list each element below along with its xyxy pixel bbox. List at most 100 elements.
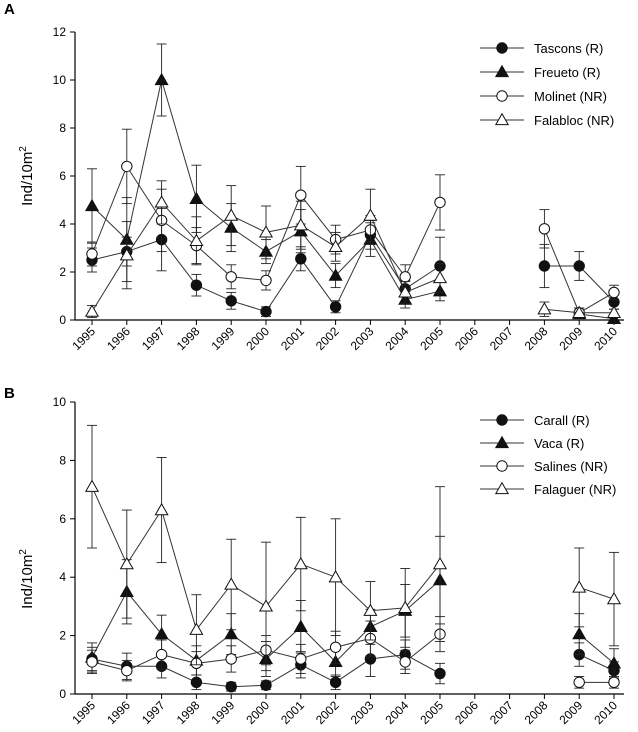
data-point xyxy=(86,656,98,668)
x-tick-label: 2006 xyxy=(452,324,481,353)
panel-label: B xyxy=(4,385,15,402)
series-segment xyxy=(300,194,336,240)
legend-item: Vaca (R) xyxy=(480,435,584,451)
data-point xyxy=(399,271,411,283)
y-tick-label: 10 xyxy=(53,73,67,87)
data-point xyxy=(432,556,448,570)
data-point xyxy=(496,90,508,102)
data-point xyxy=(573,260,585,272)
x-tick-label: 2001 xyxy=(278,698,307,727)
series-segment xyxy=(161,509,197,630)
series-segment xyxy=(91,661,127,672)
x-tick-label: 2006 xyxy=(452,698,481,727)
x-tick-label: 1999 xyxy=(209,698,238,727)
data-point xyxy=(84,198,100,212)
data-point xyxy=(154,502,169,516)
series-segment xyxy=(335,239,371,276)
data-point xyxy=(572,580,587,593)
series-falabloc-nr xyxy=(84,180,622,319)
series-segment xyxy=(265,224,301,233)
data-point xyxy=(328,239,343,252)
series-segment xyxy=(404,265,441,290)
series-segment xyxy=(370,607,406,612)
series-segment xyxy=(404,202,441,278)
legend: Carall (R) Vaca (R) Salines (NR) Falaguer (… xyxy=(480,413,616,497)
legend-label: Carall (R) xyxy=(534,413,590,428)
series-segment xyxy=(126,79,163,240)
data-point xyxy=(224,577,239,590)
series-segment xyxy=(91,254,128,312)
series-segment xyxy=(369,215,406,293)
data-point xyxy=(608,286,620,299)
x-tick-label: 2010 xyxy=(591,324,620,353)
series-segment xyxy=(300,664,336,683)
series-segment xyxy=(300,646,336,660)
x-tick-label: 1999 xyxy=(209,324,238,353)
legend-item: Molinet (NR) xyxy=(480,89,607,104)
data-point xyxy=(155,648,168,661)
data-point xyxy=(537,301,552,315)
data-point xyxy=(494,435,510,449)
data-point xyxy=(190,676,203,689)
y-tick-label: 4 xyxy=(59,570,66,584)
y-tick-label: 10 xyxy=(53,395,67,409)
data-point xyxy=(295,189,307,201)
series-segment xyxy=(231,649,267,660)
x-tick-label: 2005 xyxy=(417,698,446,727)
series-segment xyxy=(335,638,371,648)
x-tick-label: 1997 xyxy=(139,324,168,353)
data-point xyxy=(329,676,342,689)
series-segment xyxy=(265,195,302,281)
data-point xyxy=(494,481,510,495)
y-tick-label: 12 xyxy=(53,25,67,39)
x-tick-label: 1995 xyxy=(69,324,98,353)
series-freueto-r xyxy=(84,43,622,324)
series-segment xyxy=(579,313,615,320)
data-point xyxy=(189,233,204,246)
legend-label: Vaca (R) xyxy=(534,436,584,451)
series-segment xyxy=(405,290,441,301)
data-point xyxy=(260,274,272,287)
data-point xyxy=(328,268,343,281)
data-point xyxy=(398,600,413,614)
data-point xyxy=(121,664,133,677)
series-segment xyxy=(335,576,371,612)
legend-item: Carall (R) xyxy=(480,413,590,428)
data-point xyxy=(606,591,622,605)
legend-label: Molinet (NR) xyxy=(534,89,607,104)
data-point xyxy=(84,479,100,492)
x-tick-label: 2009 xyxy=(557,324,586,353)
legend-item: Falaguer (NR) xyxy=(480,481,616,497)
y-tick-label: 2 xyxy=(59,265,66,279)
x-tick-label: 2003 xyxy=(348,698,377,727)
legend-label: Falabloc (NR) xyxy=(534,113,614,128)
series-segment xyxy=(335,229,371,241)
legend-label: Salines (NR) xyxy=(534,459,608,474)
data-point xyxy=(572,305,587,318)
series-segment xyxy=(335,658,371,683)
data-point xyxy=(260,679,272,691)
series-segment xyxy=(370,638,406,663)
y-tick-label: 4 xyxy=(59,217,66,231)
series-segment xyxy=(543,228,580,313)
data-point xyxy=(189,622,204,635)
x-tick-label: 1996 xyxy=(104,698,133,727)
series-segment xyxy=(91,166,128,255)
x-tick-label: 1996 xyxy=(104,324,133,353)
series-segment xyxy=(370,654,406,660)
data-point xyxy=(225,681,237,693)
x-tick-label: 2007 xyxy=(487,698,516,727)
data-point xyxy=(328,569,343,583)
x-tick-label: 2009 xyxy=(557,698,586,727)
data-point xyxy=(293,619,308,632)
data-point xyxy=(494,112,510,126)
series-segment xyxy=(196,284,232,302)
series-segment xyxy=(231,684,267,688)
legend: Tascons (R) Freueto (R) Molinet (NR) Falabl… xyxy=(480,41,614,128)
series-segment xyxy=(404,633,441,663)
data-point xyxy=(538,223,551,235)
data-point xyxy=(154,72,169,86)
data-point xyxy=(398,285,413,298)
x-tick-label: 2010 xyxy=(591,698,620,727)
